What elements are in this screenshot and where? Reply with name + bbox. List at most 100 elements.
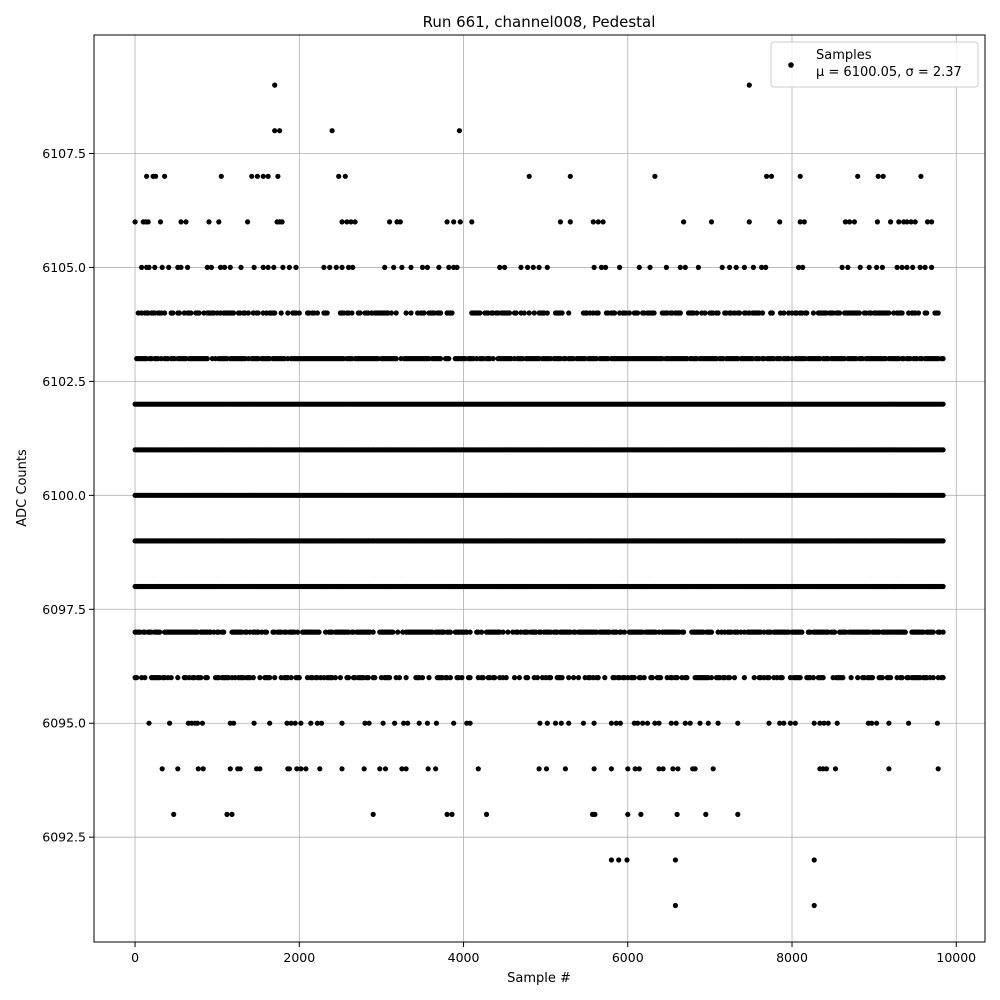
data-point — [875, 173, 881, 179]
data-point — [670, 766, 676, 772]
data-point — [625, 766, 631, 772]
x-axis-label: Sample # — [507, 971, 571, 986]
data-point — [157, 629, 163, 635]
data-point — [388, 310, 394, 316]
data-point — [231, 310, 237, 316]
data-point — [339, 264, 345, 270]
data-point — [552, 720, 559, 726]
data-point — [851, 219, 858, 225]
data-point — [467, 629, 473, 635]
data-point — [768, 173, 775, 179]
data-point — [603, 264, 609, 270]
data-point — [254, 173, 260, 179]
data-point — [195, 766, 201, 772]
data-point — [249, 173, 255, 179]
data-point — [934, 720, 941, 726]
data-point — [399, 766, 405, 772]
data-point — [146, 264, 152, 270]
data-point — [839, 264, 845, 270]
data-point — [652, 720, 658, 726]
data-point — [899, 264, 905, 270]
data-point — [869, 720, 875, 726]
data-point — [562, 766, 569, 772]
x-tick-label: 6000 — [612, 950, 644, 965]
data-point — [245, 219, 251, 225]
data-point — [525, 675, 531, 681]
data-point — [408, 264, 414, 270]
data-point — [940, 629, 946, 635]
data-point — [866, 264, 872, 270]
data-point — [157, 219, 164, 225]
data-point — [321, 264, 327, 270]
data-point — [731, 675, 738, 681]
data-point — [719, 264, 725, 270]
data-point — [922, 264, 928, 270]
data-point — [477, 310, 483, 316]
data-point — [372, 675, 378, 681]
data-point — [886, 310, 892, 316]
data-point — [260, 264, 266, 270]
data-point — [888, 219, 894, 225]
data-point — [365, 675, 371, 681]
y-axis-label: ADC Counts — [15, 449, 30, 527]
data-point — [271, 264, 277, 270]
data-point — [848, 675, 854, 681]
data-point — [917, 264, 923, 270]
data-point — [286, 766, 292, 772]
data-point — [940, 401, 946, 407]
data-point — [362, 720, 368, 726]
x-tick-label: 0 — [131, 950, 139, 965]
data-point — [436, 264, 442, 270]
data-point — [446, 264, 452, 270]
data-point — [449, 811, 455, 818]
data-point — [715, 720, 721, 726]
data-point — [393, 310, 399, 316]
data-point — [781, 720, 787, 726]
data-point — [855, 675, 861, 681]
data-point — [874, 264, 880, 270]
data-point — [536, 264, 542, 270]
y-tick-label: 6100.0 — [42, 488, 86, 503]
data-point — [660, 766, 666, 772]
data-point — [559, 310, 565, 316]
data-point — [295, 629, 301, 635]
data-point — [641, 675, 647, 681]
data-point — [342, 173, 348, 179]
data-point — [874, 720, 880, 726]
data-point — [616, 857, 622, 863]
data-point — [467, 675, 473, 681]
data-point — [502, 264, 508, 270]
data-point — [896, 219, 902, 225]
data-point — [267, 720, 273, 726]
data-point — [708, 219, 715, 225]
data-point — [940, 675, 946, 681]
data-point — [534, 675, 541, 681]
y-tick-label: 6092.5 — [42, 830, 86, 845]
data-point — [336, 173, 342, 179]
data-point — [178, 264, 184, 270]
data-point — [500, 629, 506, 635]
data-point — [153, 173, 159, 179]
data-point — [530, 264, 536, 270]
data-point — [346, 675, 352, 681]
data-point — [217, 264, 224, 270]
data-point — [566, 310, 572, 316]
data-point — [483, 811, 490, 818]
data-point — [296, 310, 302, 316]
data-point — [652, 173, 658, 179]
data-point — [796, 264, 802, 270]
data-point — [566, 675, 572, 681]
data-point — [924, 219, 931, 225]
data-point — [200, 766, 206, 772]
data-point — [746, 219, 752, 225]
data-point — [526, 173, 532, 179]
data-point — [446, 356, 452, 362]
data-point — [298, 766, 304, 772]
data-point — [727, 264, 733, 270]
data-point — [263, 629, 270, 635]
data-point — [288, 720, 294, 726]
y-tick-label: 6095.0 — [42, 716, 86, 731]
data-point — [567, 219, 573, 225]
data-point — [595, 675, 601, 681]
data-point — [324, 310, 330, 316]
